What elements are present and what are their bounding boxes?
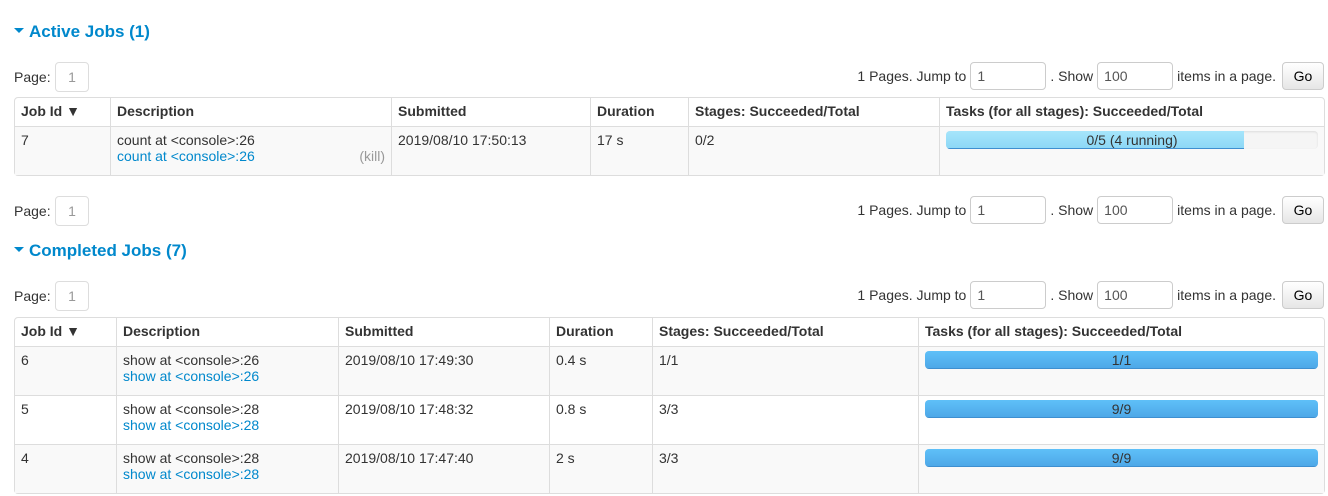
jump-to-input[interactable] (970, 281, 1047, 309)
column-header[interactable]: Job Id ▼ (21, 103, 80, 119)
job-link[interactable]: count at <console>:26 (117, 148, 255, 164)
column-header[interactable]: Job Id ▼ (21, 323, 80, 339)
tasks-label: 9/9 (1111, 450, 1132, 466)
tasks-progress-bar: 1/1 (925, 351, 1318, 369)
job-id: 7 (15, 126, 110, 175)
tasks-progress-bar: 0/5 (4 running) (946, 131, 1318, 149)
stages-count: 1/1 (652, 346, 918, 395)
job-link[interactable]: show at <console>:28 (123, 466, 260, 482)
table-row: 7 count at <console>:26 (kill) count at <… (15, 126, 1324, 175)
job-id: 4 (15, 444, 116, 493)
tasks-progress-bar: 9/9 (925, 449, 1318, 467)
pages-text: 1 Pages. Jump to (857, 202, 967, 218)
table-row: 6 show at <console>:26 show at <console>… (15, 346, 1324, 395)
job-link[interactable]: show at <console>:28 (123, 417, 260, 433)
page-size-input[interactable] (1097, 62, 1174, 90)
page-button[interactable]: 1 (55, 196, 89, 226)
page-button[interactable]: 1 (55, 281, 89, 311)
go-button[interactable]: Go (1282, 62, 1324, 90)
submitted-time: 2019/08/10 17:48:32 (338, 395, 549, 444)
stages-count: 3/3 (652, 395, 918, 444)
column-header[interactable]: Submitted (391, 98, 590, 126)
jump-to-input[interactable] (970, 62, 1047, 90)
submitted-time: 2019/08/10 17:47:40 (338, 444, 549, 493)
succeeded-fill (925, 351, 1318, 369)
stages-count: 3/3 (652, 444, 918, 493)
succeeded-fill (925, 449, 1318, 467)
job-description: show at <console>:26 (123, 352, 260, 368)
show-label: . Show (1050, 202, 1094, 218)
job-description: show at <console>:28 (123, 401, 260, 417)
column-header[interactable]: Duration (590, 98, 688, 126)
column-header[interactable]: Description (116, 318, 338, 346)
go-button[interactable]: Go (1282, 196, 1324, 224)
caret-down-icon (14, 28, 24, 34)
page-size-input[interactable] (1097, 281, 1174, 309)
page-size-input[interactable] (1097, 196, 1174, 224)
stages-count: 0/2 (688, 126, 939, 175)
table-row: 5 show at <console>:28 show at <console>… (15, 395, 1324, 444)
submitted-time: 2019/08/10 17:50:13 (391, 126, 590, 175)
completed-jobs-toggle[interactable]: Completed Jobs (7) (14, 241, 187, 261)
page-label: Page: (14, 69, 51, 85)
go-button[interactable]: Go (1282, 281, 1324, 309)
duration: 0.4 s (549, 346, 652, 395)
items-label: items in a page. (1177, 68, 1276, 84)
items-label: items in a page. (1177, 287, 1276, 303)
active-jobs-table: Job Id ▼ Description Submitted Duration Stag… (14, 97, 1325, 176)
running-fill (946, 131, 1244, 149)
duration: 0.8 s (549, 395, 652, 444)
caret-down-icon (14, 247, 24, 253)
duration: 17 s (590, 126, 688, 175)
column-header[interactable]: Tasks (for all stages): Succeeded/Total (939, 98, 1324, 126)
job-id: 6 (15, 346, 116, 395)
job-description: show at <console>:28 (123, 450, 260, 466)
page-button[interactable]: 1 (55, 62, 89, 92)
jump-to-input[interactable] (970, 196, 1047, 224)
pagination: Page: 1 1 Pages. Jump to . Show items in… (14, 281, 1324, 311)
submitted-time: 2019/08/10 17:49:30 (338, 346, 549, 395)
pages-text: 1 Pages. Jump to (857, 68, 967, 84)
column-header[interactable]: Stages: Succeeded/Total (688, 98, 939, 126)
tasks-progress-bar: 9/9 (925, 400, 1318, 418)
table-row: 4 show at <console>:28 show at <console>… (15, 444, 1324, 493)
pagination: Page: 1 1 Pages. Jump to . Show items in… (14, 62, 1324, 92)
column-header[interactable]: Tasks (for all stages): Succeeded/Total (918, 318, 1324, 346)
duration: 2 s (549, 444, 652, 493)
pagination: Page: 1 1 Pages. Jump to . Show items in… (14, 196, 1324, 226)
completed-jobs-table: Job Id ▼ Description Submitted Duration Stag… (14, 317, 1325, 494)
tasks-label: 0/5 (4 running) (1086, 132, 1178, 148)
tasks-label: 9/9 (1111, 401, 1132, 417)
tasks-label: 1/1 (1111, 352, 1132, 368)
column-header[interactable]: Duration (549, 318, 652, 346)
section-title: Active Jobs (1) (29, 22, 150, 41)
job-id: 5 (15, 395, 116, 444)
job-link[interactable]: show at <console>:26 (123, 368, 260, 384)
page-label: Page: (14, 288, 51, 304)
pages-text: 1 Pages. Jump to (857, 287, 967, 303)
page-label: Page: (14, 203, 51, 219)
show-label: . Show (1050, 68, 1094, 84)
column-header[interactable]: Submitted (338, 318, 549, 346)
active-jobs-toggle[interactable]: Active Jobs (1) (14, 22, 150, 42)
column-header[interactable]: Description (110, 98, 391, 126)
kill-link[interactable]: (kill) (359, 148, 385, 164)
column-header[interactable]: Stages: Succeeded/Total (652, 318, 918, 346)
succeeded-fill (925, 400, 1318, 418)
job-description: count at <console>:26 (117, 132, 255, 148)
section-title: Completed Jobs (7) (29, 241, 187, 260)
show-label: . Show (1050, 287, 1094, 303)
items-label: items in a page. (1177, 202, 1276, 218)
